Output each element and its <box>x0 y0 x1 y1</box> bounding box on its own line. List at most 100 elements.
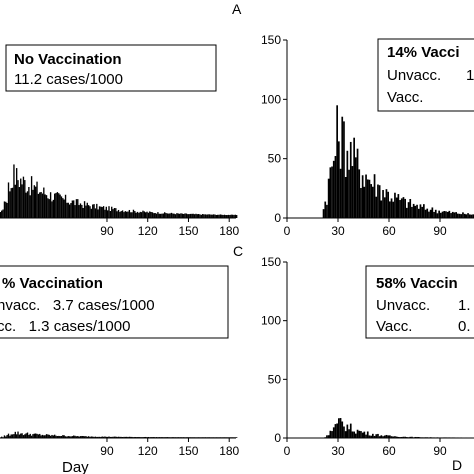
bar <box>85 205 87 218</box>
y-tick-label: 0 <box>274 431 281 445</box>
bar <box>170 212 173 218</box>
bar <box>22 176 25 218</box>
bar <box>136 211 139 218</box>
bar <box>363 431 366 438</box>
legend-title: No Vaccination <box>14 51 122 68</box>
bar <box>89 436 91 438</box>
bar <box>177 213 179 218</box>
bar <box>138 212 140 218</box>
bar <box>226 215 228 218</box>
bar <box>322 209 325 218</box>
bar <box>429 209 432 218</box>
bar <box>67 202 69 218</box>
bar <box>79 436 82 438</box>
bar <box>349 423 352 438</box>
bar <box>378 436 381 438</box>
bar <box>28 434 30 438</box>
bar <box>406 207 408 218</box>
legend-value-vacc: 0. <box>458 318 471 335</box>
bar <box>49 435 52 438</box>
bar <box>125 436 128 438</box>
bar <box>125 211 128 218</box>
bar <box>417 208 420 218</box>
bar <box>181 213 184 218</box>
bar <box>146 211 148 218</box>
bar <box>189 213 192 218</box>
bar <box>111 436 113 438</box>
legend-line-vacc: cc. 1.3 cases/1000 <box>0 318 130 335</box>
bar <box>68 204 71 218</box>
bar <box>397 194 400 218</box>
bar <box>383 435 386 438</box>
bar <box>355 157 357 218</box>
bar <box>372 433 374 438</box>
bar <box>231 214 234 218</box>
legend-box-frame <box>0 265 229 339</box>
legend-box-frame <box>5 44 217 92</box>
bar <box>101 207 103 218</box>
legend-box: 58% Vaccin Unvacc. 1. Vacc. 0. <box>365 265 474 339</box>
bar <box>210 214 212 218</box>
bar <box>390 198 393 218</box>
bar <box>331 166 333 218</box>
bar <box>75 436 78 438</box>
x-tick-label: 150 <box>178 444 198 458</box>
bar <box>223 214 226 218</box>
bar <box>83 201 86 218</box>
bar <box>96 203 98 218</box>
bar <box>368 179 371 218</box>
bar <box>10 434 12 438</box>
bar <box>105 206 107 218</box>
bar <box>402 436 405 438</box>
bar <box>106 436 109 438</box>
bar <box>13 434 15 438</box>
bar <box>196 214 198 218</box>
bar <box>117 209 120 218</box>
bar <box>109 211 112 218</box>
legend-line-vacc: Vacc. <box>376 318 412 335</box>
bar <box>423 204 425 218</box>
bar <box>211 214 213 218</box>
bar <box>120 436 122 438</box>
bar <box>54 434 56 438</box>
x-axis-label: Day <box>62 459 89 474</box>
bar <box>77 436 79 438</box>
bar <box>100 436 102 438</box>
bar <box>199 214 201 218</box>
bar <box>370 435 372 438</box>
bar <box>37 193 40 218</box>
bar <box>165 213 167 218</box>
bar <box>361 432 364 438</box>
bar <box>178 213 181 218</box>
axes-group: 090120150180 <box>0 217 240 238</box>
x-tick-label: 60 <box>382 444 396 458</box>
bar <box>404 436 406 438</box>
bar <box>11 434 14 438</box>
x-tick-label: 90 <box>100 224 114 238</box>
bar <box>158 213 160 218</box>
bar <box>66 436 68 438</box>
bar <box>451 211 454 218</box>
x-tick-label: 150 <box>178 224 198 238</box>
bar <box>151 212 154 218</box>
bar <box>419 204 422 218</box>
bar <box>41 193 44 218</box>
bar <box>17 431 19 438</box>
bar <box>227 214 230 218</box>
bar <box>101 436 103 438</box>
bar <box>457 213 459 218</box>
bar <box>14 431 16 438</box>
bar <box>25 433 27 438</box>
bar <box>30 435 33 438</box>
bar <box>37 434 40 438</box>
legend-line-unvacc: Unvacc. <box>387 67 441 84</box>
bar <box>18 434 21 438</box>
bar <box>63 199 65 218</box>
bar <box>3 201 6 218</box>
bar <box>40 435 42 438</box>
bar <box>153 213 155 218</box>
bar <box>221 214 223 218</box>
bar <box>131 436 133 438</box>
bar <box>360 188 362 218</box>
